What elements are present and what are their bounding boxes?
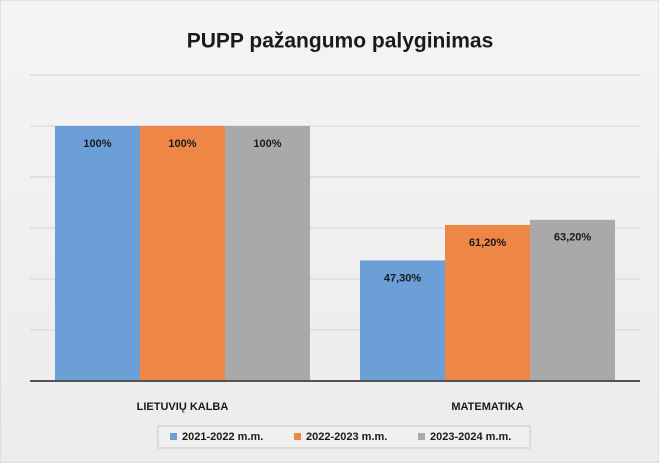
chart-title: PUPP pažangumo palyginimas <box>187 30 494 53</box>
data-label: 47,30% <box>384 272 422 284</box>
legend-label: 2022-2023 m.m. <box>306 431 387 443</box>
legend-swatch <box>170 433 177 440</box>
bar <box>140 126 225 381</box>
data-label: 100% <box>253 138 281 150</box>
data-label: 100% <box>83 138 111 150</box>
x-tick-label: MATEMATIKA <box>451 401 523 413</box>
data-label: 63,20% <box>554 232 592 244</box>
bar <box>530 219 615 381</box>
legend-box <box>157 425 531 449</box>
legend-swatch <box>294 433 301 440</box>
x-tick-label: LIETUVIŲ KALBA <box>137 401 229 413</box>
data-label: 100% <box>168 138 196 150</box>
bar <box>445 224 530 381</box>
bar <box>225 126 310 381</box>
legend-label: 2021-2022 m.m. <box>182 431 263 443</box>
legend-label: 2023-2024 m.m. <box>430 431 511 443</box>
data-label: 61,20% <box>469 237 507 249</box>
legend-swatch <box>418 433 425 440</box>
bar <box>55 126 140 381</box>
bar <box>360 260 445 381</box>
